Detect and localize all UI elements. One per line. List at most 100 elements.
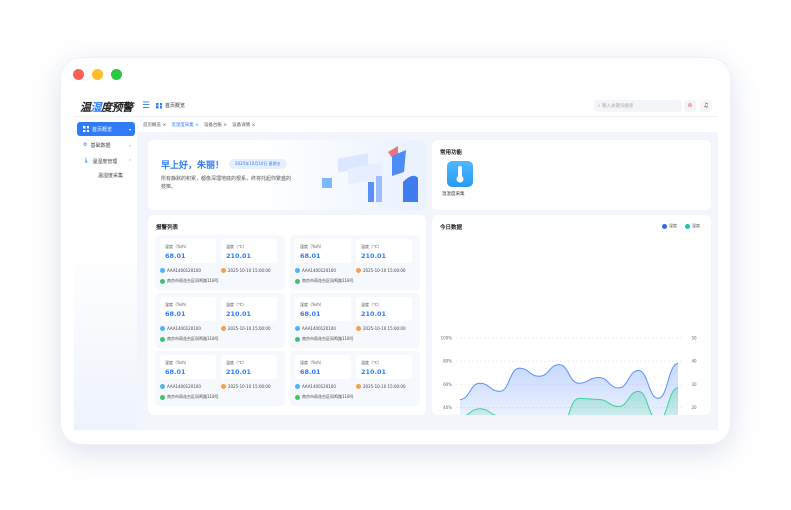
address-text: 南京市雨花台区凤鸣路118号 xyxy=(302,336,354,341)
th-collection-shortcut[interactable] xyxy=(447,161,473,187)
temperature-value: 210.01 xyxy=(361,310,387,318)
temperature-label: 温度（℃） xyxy=(361,244,382,249)
chevron-icon: › xyxy=(129,142,131,148)
maximize-button[interactable] xyxy=(111,69,122,80)
thermometer-icon xyxy=(456,166,464,183)
right-tick-label: 30 xyxy=(691,382,697,387)
temperature-value: 210.01 xyxy=(226,368,252,376)
tab-overview[interactable]: 首页概览 × xyxy=(143,122,166,128)
legend-label: 湿度 xyxy=(669,223,677,228)
device-icon xyxy=(160,268,165,273)
tab-th-collection[interactable]: 温湿度采集 × xyxy=(171,122,199,128)
screen-icon[interactable]: ⊚ xyxy=(684,100,696,112)
address: 南京市雨花台区凤鸣路118号 xyxy=(160,394,219,400)
tab-device-ledger[interactable]: 设备台账 × xyxy=(204,122,227,128)
humidity-label: 湿度（%rh） xyxy=(165,360,189,365)
alarm-item[interactable]: 湿度（%rh） 68.01 温度（℃） 210.01 AAA1400120100 2… xyxy=(155,351,285,406)
tab-bar: 首页概览 × 温湿度采集 × 设备台账 × 设备详情 × xyxy=(137,117,718,132)
alarm-item[interactable]: 湿度（%rh） 68.01 温度（℃） 210.01 AAA1400120100 2… xyxy=(290,293,420,348)
bell-icon[interactable]: ♫ xyxy=(700,100,712,112)
humidity-box: 湿度（%rh） 68.01 xyxy=(295,297,351,321)
device-id: AAA1400120100 xyxy=(160,268,201,273)
section-title: 报警列表 xyxy=(156,225,179,231)
breadcrumb: 首页概览 xyxy=(156,102,185,109)
legend-item-temperature[interactable]: 温度 xyxy=(685,223,700,229)
logo-text: 湿 xyxy=(90,101,102,114)
series-line xyxy=(459,363,679,400)
sidebar: 首页概览 ▾ ⚙ 基础数据 › 🌡 温湿度管理 ˅ 温湿度采集 xyxy=(74,117,137,430)
location-icon xyxy=(160,336,165,342)
device-icon xyxy=(295,268,300,273)
humidity-box: 湿度（%rh） 68.01 xyxy=(295,239,351,263)
close-icon[interactable]: × xyxy=(223,122,228,128)
temperature-value: 210.01 xyxy=(361,252,387,260)
tab-label: 首页概览 xyxy=(143,122,161,128)
close-icon[interactable]: × xyxy=(195,122,199,128)
left-tick-label: 80% xyxy=(443,359,452,364)
menu-toggle-icon[interactable]: ☰ xyxy=(142,101,151,111)
legend-label: 温度 xyxy=(692,223,700,228)
logo-text: 度预警 xyxy=(101,101,133,114)
close-button[interactable] xyxy=(73,69,84,80)
sidebar-item-label: 首页概览 xyxy=(92,126,113,133)
alarm-time-text: 2025-10-10 15:00:00 xyxy=(363,384,406,389)
sidebar-item-th-management[interactable]: 🌡 温湿度管理 ˅ xyxy=(77,154,135,168)
chevron-icon: ˅ xyxy=(129,158,131,164)
humidity-label: 湿度（%rh） xyxy=(165,302,189,307)
today-data-card: 今日数据 湿度 温度 0020%1040%2060%3080%40100%500… xyxy=(432,215,711,415)
humidity-value: 68.01 xyxy=(300,252,321,260)
close-icon[interactable]: × xyxy=(251,122,256,128)
device-id-text: AAA1400120100 xyxy=(167,326,201,331)
left-tick-label: 60% xyxy=(443,382,452,387)
device-icon xyxy=(160,326,165,331)
device-id: AAA1400120100 xyxy=(295,384,336,389)
device-id: AAA1400120100 xyxy=(160,384,201,389)
app: 温湿度预警 ☰ 首页概览 ⌕ 输入关键词搜索 ⊚ ♫ 首页概览 ▾ ⚙ 基础数据 › … xyxy=(74,95,718,430)
legend-dot xyxy=(685,223,690,229)
date-badge: 2025年10月10日 星期五 xyxy=(229,159,287,169)
section-title: 常用功能 xyxy=(440,150,463,156)
legend-item-humidity[interactable]: 湿度 xyxy=(662,223,677,229)
minimize-button[interactable] xyxy=(92,69,103,80)
series-area xyxy=(466,387,678,415)
temperature-value: 210.01 xyxy=(361,368,387,376)
clock-icon xyxy=(221,326,226,331)
shortcut-label: 温湿度采集 xyxy=(442,192,465,197)
humidity-box: 湿度（%rh） 68.01 xyxy=(295,355,351,379)
sidebar-item-label: 温湿度采集 xyxy=(98,172,124,179)
clock-icon xyxy=(221,384,226,389)
alarm-item[interactable]: 湿度（%rh） 68.01 温度（℃） 210.01 AAA1400120100 2… xyxy=(290,351,420,406)
search-input[interactable]: ⌕ 输入关键词搜索 xyxy=(594,100,682,112)
alarm-time: 2025-10-10 15:00:00 xyxy=(221,384,270,389)
device-id-text: AAA1400120100 xyxy=(302,384,336,389)
address: 南京市雨花台区凤鸣路118号 xyxy=(160,278,219,284)
address: 南京市雨花台区凤鸣路118号 xyxy=(295,336,354,342)
tab-device-detail[interactable]: 设备详情 × xyxy=(232,122,255,128)
clock-icon xyxy=(221,268,226,273)
humidity-label: 湿度（%rh） xyxy=(300,360,324,365)
alarm-item[interactable]: 湿度（%rh） 68.01 温度（℃） 210.01 AAA1400120100 2… xyxy=(155,293,285,348)
humidity-box: 湿度（%rh） 68.01 xyxy=(160,355,216,379)
left-tick-label: 100% xyxy=(441,336,453,341)
temperature-value: 210.01 xyxy=(226,252,252,260)
device-id-text: AAA1400120100 xyxy=(167,268,201,273)
grid-icon xyxy=(156,102,162,109)
tab-label: 设备台账 xyxy=(203,122,222,128)
breadcrumb-item[interactable]: 首页概览 xyxy=(165,103,186,109)
address: 南京市雨花台区凤鸣路118号 xyxy=(160,336,219,342)
temperature-box: 温度（℃） 210.01 xyxy=(221,297,277,321)
close-icon[interactable]: × xyxy=(162,122,167,128)
temperature-box: 温度（℃） 210.01 xyxy=(356,297,412,321)
sidebar-item-basic-data[interactable]: ⚙ 基础数据 › xyxy=(77,138,135,152)
temperature-box: 温度（℃） 210.01 xyxy=(356,239,412,263)
temperature-label: 温度（℃） xyxy=(226,360,247,365)
address-text: 南京市雨花台区凤鸣路118号 xyxy=(167,278,219,283)
sidebar-item-th-collection[interactable]: 温湿度采集 xyxy=(77,168,135,182)
alarm-item[interactable]: 湿度（%rh） 68.01 温度（℃） 210.01 AAA1400120100 2… xyxy=(155,235,285,290)
sidebar-item-overview[interactable]: 首页概览 ▾ xyxy=(77,122,135,136)
humidity-label: 湿度（%rh） xyxy=(165,244,189,249)
alarm-item[interactable]: 湿度（%rh） 68.01 温度（℃） 210.01 AAA1400120100 2… xyxy=(290,235,420,290)
address-text: 南京市雨花台区凤鸣路118号 xyxy=(167,336,219,341)
alarm-time: 2025-10-10 15:00:00 xyxy=(356,268,405,273)
thermometer-icon: 🌡 xyxy=(83,158,90,164)
